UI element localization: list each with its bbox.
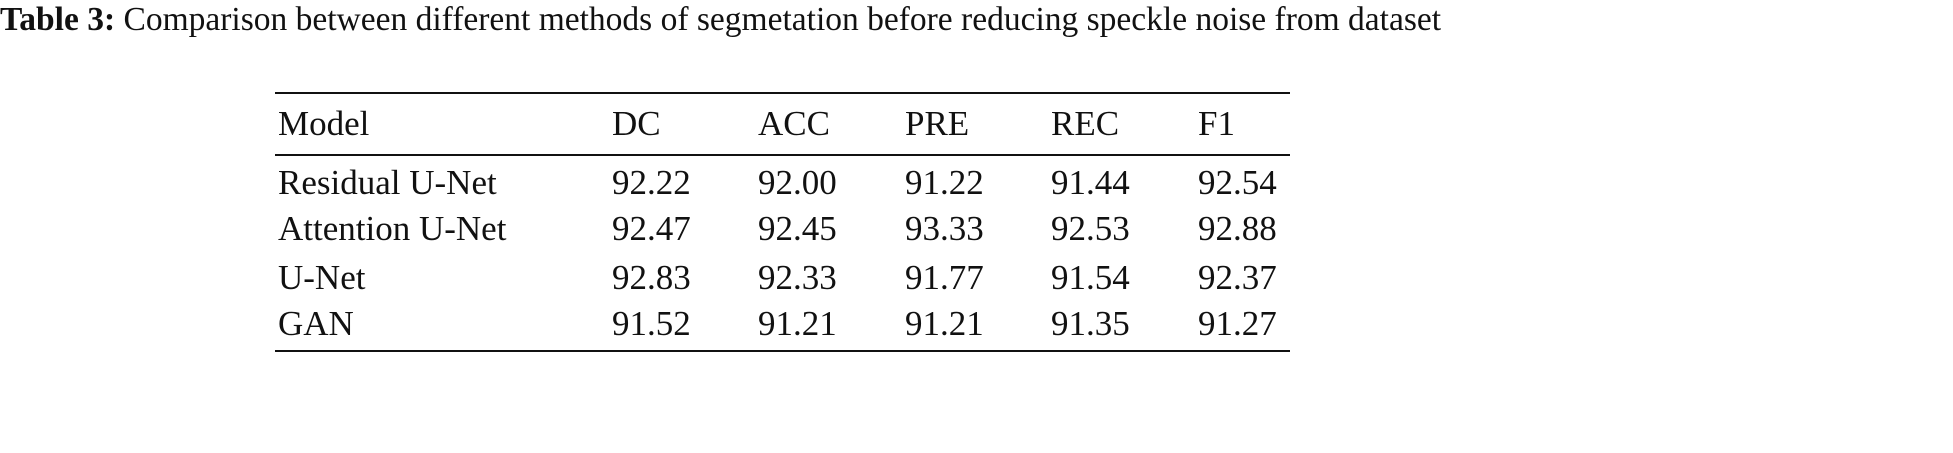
model-name: Residual U-Net: [278, 163, 497, 202]
caption-text: Comparison between different methods of …: [123, 1, 1442, 38]
table-row: Attention U-Net 92.47 92.45 93.33 92.53 92.88: [275, 204, 1290, 253]
metric-cell: 91.77: [905, 257, 984, 297]
table-row: U-Net 92.83 92.33 91.77 91.54 92.37: [275, 253, 1290, 302]
model-name: GAN: [278, 304, 354, 343]
column-header: DC: [612, 104, 661, 143]
column-header: F1: [1198, 104, 1235, 143]
metric-cell: 91.21: [905, 304, 984, 343]
metric-cell: 92.47: [612, 208, 691, 248]
metric-cell: 92.88: [1198, 208, 1277, 248]
metric-cell: 91.21: [758, 304, 837, 343]
model-name: U-Net: [278, 257, 366, 297]
table-body: Residual U-Net 92.22 92.00 91.22 91.44 92.54 A…: [275, 155, 1290, 351]
metric-cell: 92.54: [1198, 163, 1277, 202]
table-row: Residual U-Net 92.22 92.00 91.22 91.44 92.54: [275, 155, 1290, 204]
results-table: Model DC ACC PRE REC F1 Residual U-Net 92.22 92…: [275, 92, 1290, 352]
metric-cell: 91.27: [1198, 304, 1277, 343]
metric-cell: 92.22: [612, 163, 691, 202]
metric-cell: 91.54: [1051, 257, 1130, 297]
metric-cell: 91.52: [612, 304, 691, 343]
metric-cell: 91.44: [1051, 163, 1130, 202]
column-header: Model: [278, 104, 370, 143]
column-header: ACC: [758, 104, 830, 143]
header-row: Model DC ACC PRE REC F1: [275, 93, 1290, 155]
metric-cell: 92.37: [1198, 257, 1277, 297]
metric-cell: 91.22: [905, 163, 984, 202]
table-caption: Table 3: Comparison between different me…: [0, 0, 1953, 40]
metric-cell: 92.00: [758, 163, 837, 202]
metric-cell: 92.33: [758, 257, 837, 297]
metric-cell: 92.45: [758, 208, 837, 248]
column-header: REC: [1051, 104, 1120, 143]
metric-cell: 91.35: [1051, 304, 1130, 343]
caption-label: Table 3:: [0, 1, 116, 38]
table-row: GAN 91.52 91.21 91.21 91.35 91.27: [275, 302, 1290, 351]
table-header: Model DC ACC PRE REC F1: [275, 93, 1290, 155]
model-name: Attention U-Net: [278, 208, 507, 248]
metric-cell: 92.53: [1051, 208, 1130, 248]
metric-cell: 92.83: [612, 257, 691, 297]
column-header: PRE: [905, 104, 970, 143]
metric-cell: 93.33: [905, 208, 984, 248]
